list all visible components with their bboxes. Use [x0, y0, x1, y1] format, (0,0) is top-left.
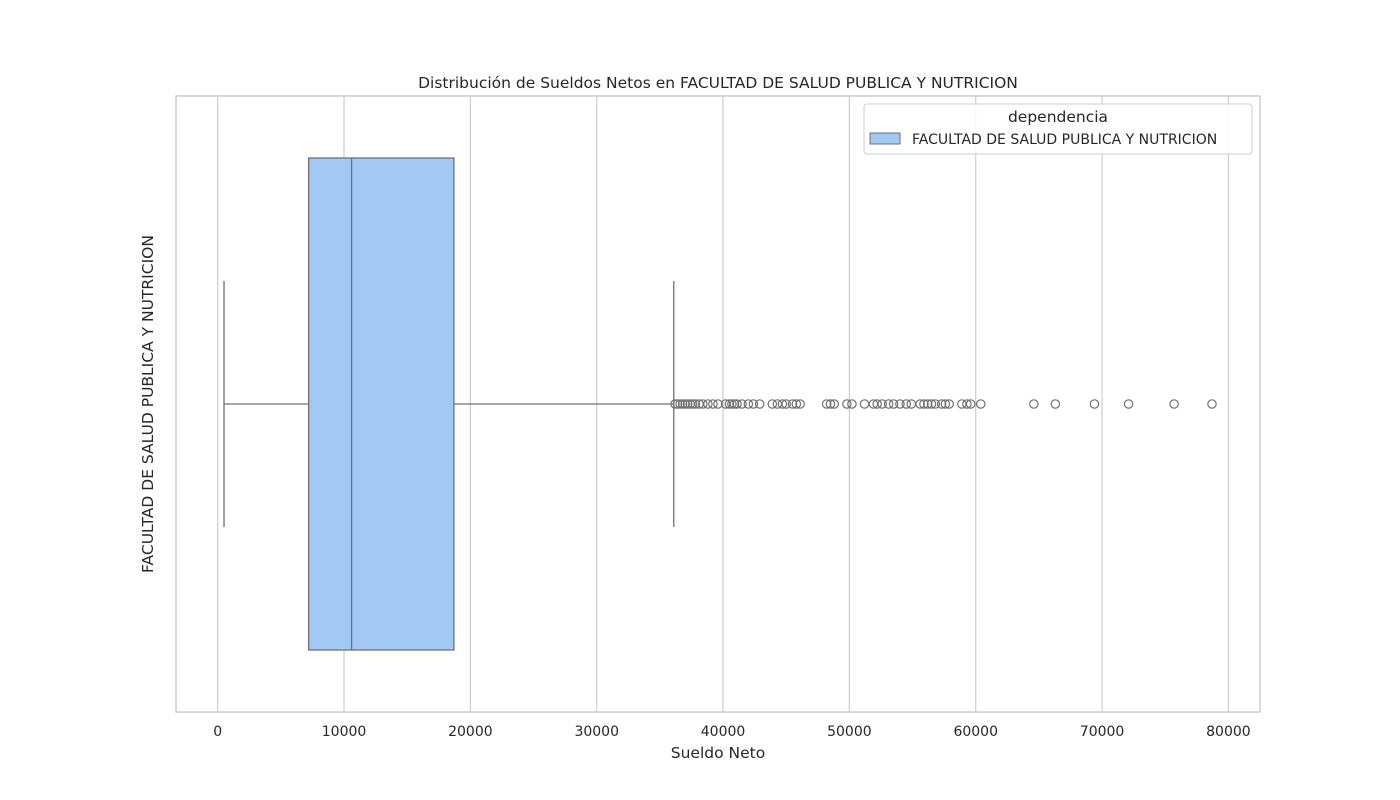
outlier-point-43: [906, 399, 917, 409]
boxes: [223, 157, 1217, 651]
outlier-point-35: [859, 399, 870, 409]
x-tick-label-70000: 70000: [1080, 724, 1125, 740]
outlier-point-61: [1207, 399, 1217, 409]
outlier-point-1: [672, 399, 683, 409]
x-tick-label-40000: 40000: [701, 724, 746, 740]
legend-title: dependencia: [1008, 108, 1108, 126]
x-tick-label-30000: 30000: [574, 724, 619, 740]
x-tick-labels: 0 10000 20000 30000 40000 50000 60000 70000 8000…: [213, 724, 1250, 740]
outlier-point-39: [883, 399, 894, 409]
plot-area-frame: [175, 95, 1261, 713]
outlier-point-3: [677, 399, 688, 409]
chart-title: Distribución de Sueldos Netos en FACULTA…: [418, 74, 1018, 92]
outlier-point-17: [729, 399, 740, 409]
outlier-point-19: [737, 399, 747, 409]
outlier-point-59: [1123, 399, 1134, 409]
outlier-point-29: [795, 399, 805, 409]
outlier-point-32: [829, 399, 840, 409]
outlier-point-21: [748, 399, 759, 409]
outlier-point-30: [821, 399, 832, 409]
outlier-point-16: [727, 399, 737, 409]
x-tick-label-10000: 10000: [322, 724, 367, 740]
outlier-point-15: [724, 399, 735, 409]
outlier-point-44: [915, 399, 925, 409]
x-axis-label: Sueldo Neto: [671, 744, 765, 762]
x-tick-label-60000: 60000: [953, 724, 998, 740]
outlier-point-28: [791, 399, 802, 409]
outlier-point-31: [825, 399, 836, 409]
x-tick-label-20000: 20000: [448, 724, 493, 740]
outlier-point-51: [944, 399, 955, 409]
outlier-point-26: [781, 399, 792, 409]
legend: dependencia FACULTAD DE SALUD PUBLICA Y …: [863, 103, 1253, 155]
outlier-point-37: [872, 399, 882, 409]
legend-entry-label: FACULTAD DE SALUD PUBLICA Y NUTRICION: [912, 132, 1217, 148]
outlier-point-41: [895, 399, 905, 409]
outlier-point-33: [842, 399, 852, 409]
outlier-point-60: [1169, 399, 1179, 409]
legend-swatch: [869, 132, 901, 145]
outlier-point-34: [847, 399, 857, 409]
outlier-point-58: [1089, 399, 1100, 409]
outlier-point-4: [680, 399, 690, 409]
outlier-point-20: [743, 399, 754, 409]
outlier-point-48: [930, 399, 941, 409]
outlier-point-49: [936, 399, 947, 409]
outlier-point-47: [926, 399, 937, 409]
outlier-point-42: [901, 399, 912, 409]
outlier-point-0: [670, 399, 680, 409]
y-axis-label: FACULTAD DE SALUD PUBLICA Y NUTRICION: [139, 235, 157, 573]
outlier-point-2: [675, 399, 685, 409]
outlier-point-56: [1029, 399, 1039, 409]
outlier-point-46: [922, 399, 933, 409]
outlier-point-27: [787, 399, 798, 409]
legend-frame: [863, 103, 1253, 155]
outlier-point-40: [888, 399, 899, 409]
box-iqr: [308, 157, 455, 651]
outlier-point-53: [962, 399, 972, 409]
x-tick-label-0: 0: [213, 724, 222, 740]
outlier-point-45: [919, 399, 929, 409]
outlier-point-25: [777, 399, 788, 409]
outlier-point-12: [708, 399, 718, 409]
outlier-point-5: [682, 399, 693, 409]
outlier-point-50: [940, 399, 951, 409]
outlier-point-7: [687, 399, 698, 409]
outlier-point-10: [698, 399, 708, 409]
outlier-point-8: [690, 399, 701, 409]
outlier-point-13: [713, 399, 723, 409]
outlier-point-11: [703, 399, 713, 409]
outlier-point-23: [767, 399, 778, 409]
outlier-point-54: [965, 399, 976, 409]
outlier-point-38: [877, 399, 888, 409]
outlier-point-57: [1050, 399, 1061, 409]
outlier-point-22: [754, 399, 765, 409]
outlier-point-55: [975, 399, 986, 409]
outlier-point-18: [732, 399, 742, 409]
x-tick-label-80000: 80000: [1206, 724, 1251, 740]
x-tick-label-50000: 50000: [827, 724, 872, 740]
